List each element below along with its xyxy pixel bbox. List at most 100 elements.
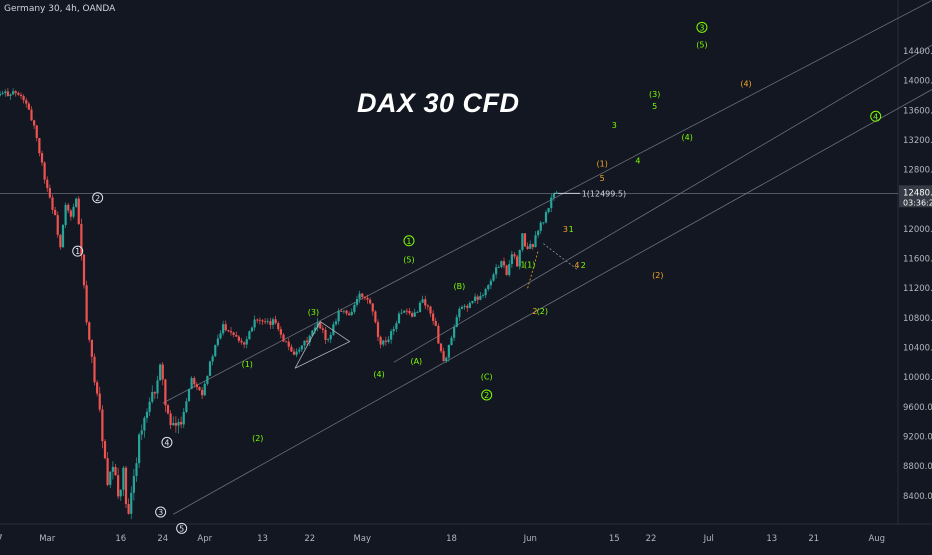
candle-body	[460, 306, 464, 309]
candle-body	[77, 198, 80, 225]
time-tick-label: Jul	[703, 534, 714, 544]
candle-body	[211, 356, 214, 362]
candle-body	[361, 293, 364, 297]
wedge-outline	[294, 320, 351, 369]
wave-label: 1	[406, 237, 411, 246]
candle-body	[355, 298, 359, 305]
candle-body	[117, 475, 120, 497]
candle-body	[489, 280, 492, 286]
candle-body	[531, 244, 534, 248]
candle-body	[526, 246, 529, 249]
candle-body	[487, 285, 490, 290]
candle-body	[12, 91, 15, 95]
candle-body	[69, 210, 72, 217]
candle-body	[492, 274, 495, 281]
candle-body	[390, 331, 393, 340]
wave-label: 3	[563, 225, 568, 234]
candle-body	[98, 393, 101, 410]
candle-body	[371, 303, 374, 312]
price-axis: 14400.014000.013600.013200.012800.012400…	[903, 47, 932, 502]
candle-body	[337, 311, 340, 322]
wave-label: 4	[635, 157, 640, 166]
candle-body	[40, 153, 44, 163]
candle-body	[547, 207, 550, 213]
candle-body	[442, 351, 445, 362]
wave-label: (3)	[308, 308, 319, 317]
candle-body	[224, 324, 227, 331]
candle-body	[463, 305, 466, 307]
wave-label: (4)	[373, 370, 384, 379]
candle-body	[243, 342, 246, 345]
candle-body	[67, 204, 70, 211]
candle-body	[329, 334, 332, 340]
wave-label: (4)	[740, 80, 751, 89]
candle-body	[277, 323, 280, 330]
candle-body	[240, 340, 243, 343]
candle-body	[227, 330, 230, 332]
candle-body	[190, 378, 193, 389]
candle-body	[48, 188, 51, 198]
candle-body	[484, 289, 487, 296]
candle-body	[445, 357, 448, 362]
wave-circle	[870, 110, 882, 122]
candle-body	[119, 489, 122, 497]
channel-line	[173, 89, 932, 515]
time-tick-label: 16	[115, 534, 126, 544]
time-tick-label: Apr	[197, 534, 212, 544]
candle-body	[22, 96, 25, 101]
price-tick-label: 8400.0	[903, 492, 932, 502]
time-tick-label: 13	[257, 534, 268, 544]
candle-body	[198, 387, 201, 391]
candle-body	[80, 224, 83, 255]
candle-body	[516, 256, 519, 267]
candle-body	[474, 296, 477, 302]
candle-body	[476, 296, 479, 300]
candle-body	[434, 320, 437, 326]
candle-body	[342, 310, 345, 312]
candle-body	[311, 330, 314, 336]
candle-body	[145, 411, 149, 418]
candle-body	[250, 327, 254, 332]
candle-body	[4, 91, 7, 94]
candle-body	[376, 322, 380, 337]
candle-body	[453, 326, 456, 338]
wave-label: (1)	[242, 360, 253, 369]
time-tick-label: 24	[157, 534, 168, 544]
wave-label: (1)	[597, 160, 608, 169]
candle-body	[555, 192, 558, 195]
candle-body	[43, 162, 46, 180]
candle-body	[6, 91, 9, 96]
wave-circle	[161, 436, 173, 448]
candle-body	[38, 138, 41, 154]
candle-body	[542, 222, 545, 224]
candle-body	[182, 412, 185, 425]
wave-circle	[72, 245, 84, 257]
wave-label: 1	[569, 225, 574, 234]
candle-body	[324, 329, 327, 340]
candle-body	[232, 332, 235, 335]
candle-body	[46, 179, 49, 189]
candle-body	[164, 379, 167, 406]
wave-label: 5	[600, 174, 605, 183]
candle-body	[340, 311, 343, 312]
time-tick-label: 15	[609, 534, 620, 544]
candle-body	[437, 325, 440, 344]
candle-body	[471, 301, 474, 303]
candle-body	[101, 409, 104, 442]
candle-body	[0, 93, 2, 96]
wave-circle	[92, 192, 104, 204]
price-tick-label: 11600.0	[903, 255, 932, 265]
candle-body	[208, 361, 212, 376]
wave-circle	[481, 389, 493, 401]
candle-body	[219, 333, 222, 339]
candle-body	[153, 392, 156, 394]
chart-title: DAX 30 CFD	[357, 88, 520, 118]
candle-body	[366, 297, 369, 300]
candle-body	[306, 340, 309, 343]
candle-body	[502, 261, 506, 266]
wave-circle	[403, 235, 415, 247]
price-tick-label: 10800.0	[903, 314, 932, 324]
